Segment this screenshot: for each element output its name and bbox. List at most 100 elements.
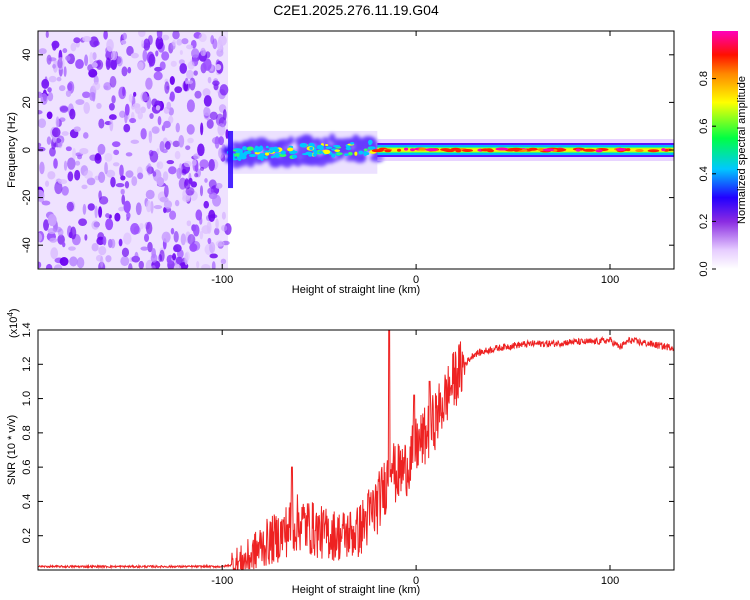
tone-peak bbox=[418, 147, 427, 151]
noise-blob bbox=[96, 102, 102, 110]
noise-blob bbox=[156, 31, 163, 40]
tone-peak bbox=[396, 148, 402, 152]
noise-blob bbox=[188, 177, 193, 185]
onset-core bbox=[307, 152, 313, 157]
onset-core bbox=[246, 150, 251, 154]
onset-core bbox=[287, 147, 294, 152]
noise-blob bbox=[187, 61, 195, 70]
noise-blob bbox=[173, 244, 182, 253]
noise-blob bbox=[220, 156, 226, 162]
noise-blob bbox=[217, 39, 223, 52]
noise-blob bbox=[58, 117, 66, 122]
noise-blob bbox=[137, 172, 144, 180]
noise-blob bbox=[155, 50, 159, 57]
tone-peak bbox=[443, 148, 450, 152]
noise-blob bbox=[145, 189, 155, 200]
spectrogram-ytick-label: -40 bbox=[21, 237, 33, 253]
onset-blob bbox=[231, 161, 242, 169]
noise-blob bbox=[152, 171, 157, 177]
noise-blob bbox=[207, 187, 214, 195]
noise-blob bbox=[110, 176, 116, 188]
noise-blob bbox=[46, 111, 53, 120]
onset-blob bbox=[328, 133, 336, 144]
noise-blob bbox=[112, 162, 120, 167]
noise-blob bbox=[94, 205, 98, 219]
noise-blob bbox=[159, 61, 166, 71]
noise-blob bbox=[62, 48, 68, 54]
noise-blob bbox=[116, 55, 123, 67]
noise-blob bbox=[203, 107, 211, 117]
noise-blob bbox=[68, 231, 73, 239]
noise-blob bbox=[59, 257, 69, 266]
noise-blob bbox=[38, 232, 43, 243]
noise-blob bbox=[47, 92, 54, 102]
noise-blob bbox=[164, 141, 171, 150]
noise-blob bbox=[130, 52, 139, 59]
noise-blob bbox=[162, 34, 170, 41]
spectrogram-ytick-label: 20 bbox=[21, 96, 33, 108]
onset-core bbox=[331, 153, 336, 158]
noise-blob bbox=[63, 66, 67, 77]
noise-blob bbox=[92, 81, 101, 91]
noise-blob bbox=[104, 161, 108, 175]
noise-blob bbox=[109, 76, 117, 88]
noise-blob bbox=[40, 93, 48, 105]
noise-blob bbox=[146, 96, 152, 110]
noise-blob bbox=[97, 232, 105, 241]
noise-blob bbox=[154, 128, 159, 134]
noise-blob bbox=[48, 57, 57, 62]
noise-blob bbox=[73, 126, 81, 133]
noise-blob bbox=[82, 35, 92, 43]
noise-blob bbox=[158, 254, 163, 262]
noise-blob bbox=[38, 142, 42, 148]
noise-blob bbox=[156, 176, 165, 187]
noise-blob bbox=[208, 159, 215, 172]
tone-peak bbox=[450, 147, 461, 151]
noise-blob bbox=[161, 51, 170, 61]
snr-ticks: -100 0 100 0.2 0.4 0.6 0.8 1.0 1.2 1.4 bbox=[21, 322, 674, 587]
snr-xlabel: Height of straight line (km) bbox=[292, 584, 420, 596]
noise-blob bbox=[203, 58, 212, 71]
noise-blob bbox=[61, 185, 69, 196]
noise-blob bbox=[219, 84, 229, 96]
onset-core bbox=[313, 149, 318, 155]
onset-core bbox=[309, 146, 314, 151]
noise-blob bbox=[84, 54, 89, 67]
noise-blob bbox=[184, 252, 189, 266]
onset-core bbox=[334, 149, 341, 152]
noise-blob bbox=[55, 138, 62, 144]
snr-xtick-label: -100 bbox=[211, 575, 233, 587]
onset-edge bbox=[228, 130, 234, 189]
onset-core bbox=[368, 146, 376, 150]
noise-blob bbox=[58, 85, 66, 92]
noise-blob bbox=[199, 230, 204, 240]
noise-blob bbox=[129, 118, 137, 124]
noise-blob bbox=[199, 159, 209, 169]
noise-blob bbox=[169, 76, 175, 85]
noise-blob bbox=[172, 140, 180, 148]
noise-blob bbox=[221, 211, 226, 220]
noise-blob bbox=[172, 253, 177, 261]
noise-blob bbox=[209, 241, 216, 254]
noise-blob bbox=[82, 203, 87, 215]
onset-core bbox=[346, 145, 351, 150]
noise-blob bbox=[166, 160, 175, 165]
noise-blob bbox=[180, 233, 186, 246]
onset-blob bbox=[254, 137, 268, 146]
noise-blob bbox=[105, 213, 110, 218]
noise-blob bbox=[127, 66, 132, 74]
onset-core bbox=[316, 144, 324, 150]
noise-blob bbox=[118, 238, 123, 247]
noise-blob bbox=[56, 57, 65, 70]
onset-core bbox=[318, 151, 324, 154]
noise-blob bbox=[174, 199, 180, 207]
noise-blob bbox=[169, 91, 175, 102]
noise-blob bbox=[151, 265, 156, 269]
noise-blob bbox=[119, 110, 126, 118]
noise-blob bbox=[56, 76, 62, 82]
noise-blob bbox=[103, 31, 108, 40]
noise-blob bbox=[39, 161, 45, 175]
tone-peak bbox=[647, 149, 660, 153]
spectrogram-xtick-label: 0 bbox=[413, 274, 419, 286]
noise-blob bbox=[124, 181, 130, 189]
